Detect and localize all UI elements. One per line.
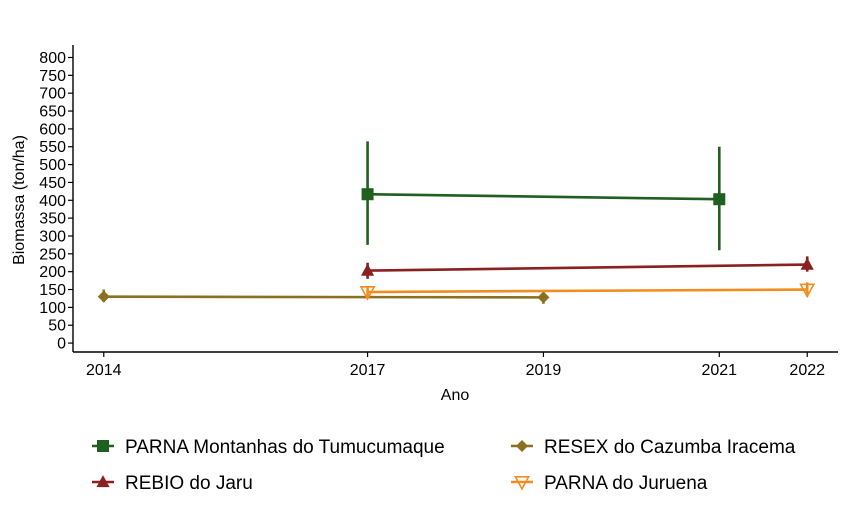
y-tick-label: 400 <box>39 193 66 210</box>
series-group <box>361 141 726 251</box>
legend-item: PARNA Montanhas do Tumucumaque <box>92 437 445 458</box>
legend-marker <box>96 475 110 488</box>
y-tick-label: 50 <box>48 318 66 335</box>
x-tick-label: 2014 <box>86 362 122 379</box>
x-tick-label: 2022 <box>789 362 825 379</box>
data-point <box>359 286 376 301</box>
legend-item: RESEX do Cazumba Iracema <box>511 437 796 458</box>
x-tick-label: 2019 <box>526 362 562 379</box>
axes: 0501001502002503003504004505005506006507… <box>39 45 838 379</box>
y-tick-label: 0 <box>57 336 66 353</box>
series-layer <box>97 141 816 304</box>
x-tick-label: 2021 <box>701 362 737 379</box>
y-tick-label: 550 <box>39 139 66 156</box>
y-tick-label: 200 <box>39 264 66 281</box>
y-tick-label: 750 <box>39 68 66 85</box>
y-tick-label: 150 <box>39 282 66 299</box>
data-point <box>713 193 726 206</box>
data-point <box>799 283 816 299</box>
series-group <box>97 289 550 304</box>
y-tick-label: 100 <box>39 300 66 317</box>
legend: PARNA Montanhas do Tumucumaque RESEX do C… <box>92 437 796 494</box>
legend-label: REBIO do Jaru <box>125 473 253 494</box>
y-tick-label: 650 <box>39 104 66 121</box>
legend-item: PARNA do Juruena <box>511 473 708 494</box>
y-tick-label: 350 <box>39 211 66 228</box>
x-tick-label: 2017 <box>350 362 386 379</box>
legend-marker <box>514 476 530 491</box>
y-tick-label: 600 <box>39 121 66 138</box>
data-point <box>361 188 374 201</box>
y-tick-label: 500 <box>39 157 66 174</box>
data-point <box>537 291 550 304</box>
y-tick-label: 700 <box>39 86 66 103</box>
series-line <box>367 263 808 272</box>
y-tick-label: 300 <box>39 228 66 245</box>
legend-marker <box>516 440 528 452</box>
x-axis-title: Ano <box>441 387 470 404</box>
series-group <box>360 256 814 279</box>
legend-label: PARNA Montanhas do Tumucumaque <box>125 437 445 458</box>
series-line <box>103 295 544 299</box>
series-group <box>359 282 816 301</box>
data-point <box>97 290 110 303</box>
legend-marker <box>97 440 109 452</box>
y-tick-label: 450 <box>39 175 66 192</box>
series-line <box>367 288 808 294</box>
y-axis-title: Biomassa (ton/ha) <box>11 135 28 265</box>
data-point <box>360 263 375 276</box>
y-tick-label: 250 <box>39 246 66 263</box>
legend-item: REBIO do Jaru <box>92 473 253 494</box>
series-line <box>367 192 720 201</box>
data-point <box>800 257 814 270</box>
legend-label: RESEX do Cazumba Iracema <box>544 437 796 458</box>
y-tick-label: 800 <box>39 50 66 67</box>
legend-label: PARNA do Juruena <box>544 473 708 494</box>
